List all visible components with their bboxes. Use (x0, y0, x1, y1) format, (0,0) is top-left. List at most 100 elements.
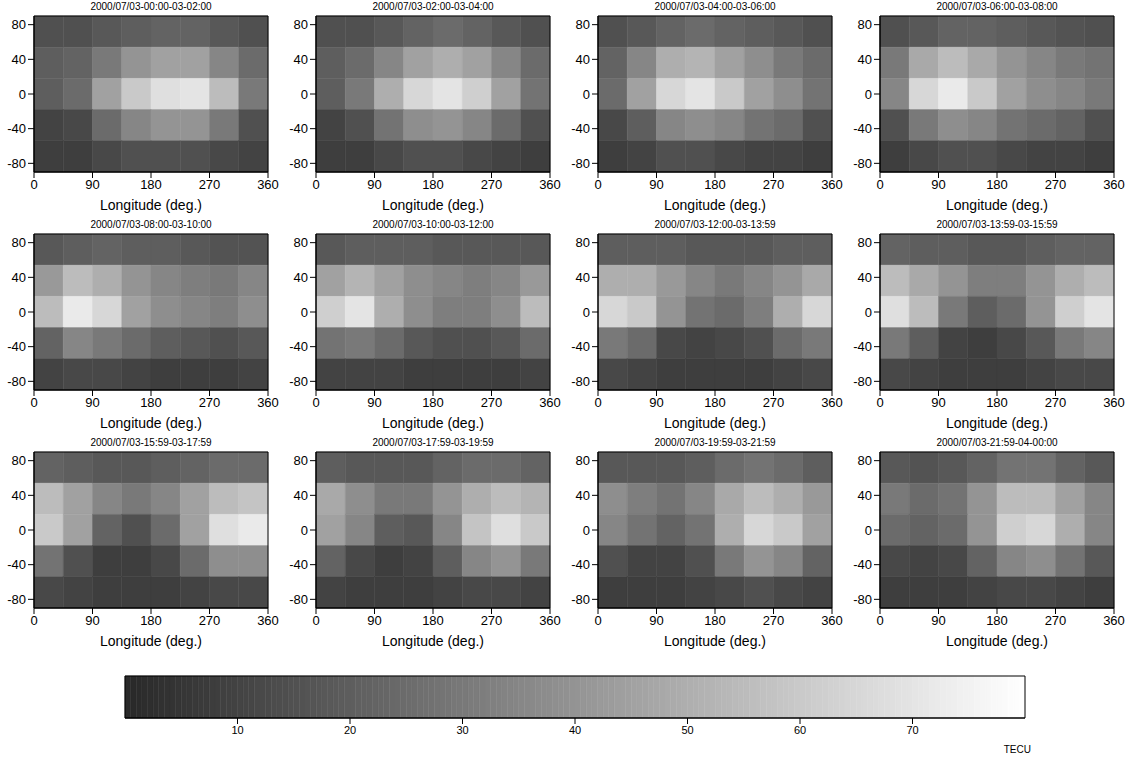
svg-text:360: 360 (821, 177, 843, 192)
svg-text:0: 0 (30, 395, 37, 410)
svg-text:0: 0 (19, 305, 26, 320)
svg-text:40: 40 (858, 270, 872, 285)
svg-text:-40: -40 (853, 121, 872, 136)
svg-text:90: 90 (931, 613, 945, 628)
svg-text:Longitude (deg.): Longitude (deg.) (664, 633, 766, 649)
svg-text:360: 360 (821, 395, 843, 410)
svg-text:360: 360 (1103, 395, 1125, 410)
svg-text:360: 360 (1103, 613, 1125, 628)
svg-text:180: 180 (422, 395, 444, 410)
svg-text:180: 180 (986, 177, 1008, 192)
svg-text:180: 180 (140, 395, 162, 410)
svg-text:90: 90 (931, 395, 945, 410)
svg-text:0: 0 (594, 177, 601, 192)
svg-text:Longitude (deg.): Longitude (deg.) (664, 197, 766, 213)
svg-text:90: 90 (649, 177, 663, 192)
svg-text:-80: -80 (853, 374, 872, 389)
svg-text:90: 90 (649, 395, 663, 410)
svg-text:0: 0 (19, 87, 26, 102)
svg-text:180: 180 (704, 177, 726, 192)
svg-text:Longitude (deg.): Longitude (deg.) (382, 415, 484, 431)
svg-text:80: 80 (12, 235, 26, 250)
svg-text:50: 50 (681, 724, 693, 736)
svg-text:0: 0 (594, 395, 601, 410)
svg-text:-40: -40 (571, 121, 590, 136)
svg-text:0: 0 (876, 613, 883, 628)
svg-text:0: 0 (865, 87, 872, 102)
svg-text:360: 360 (539, 395, 561, 410)
svg-text:80: 80 (576, 453, 590, 468)
svg-text:180: 180 (704, 613, 726, 628)
svg-text:180: 180 (422, 177, 444, 192)
svg-text:-80: -80 (7, 374, 26, 389)
svg-text:0: 0 (312, 395, 319, 410)
svg-text:0: 0 (583, 523, 590, 538)
svg-text:0: 0 (583, 305, 590, 320)
svg-text:80: 80 (294, 453, 308, 468)
svg-text:270: 270 (199, 613, 221, 628)
svg-text:60: 60 (794, 724, 806, 736)
svg-text:0: 0 (312, 613, 319, 628)
svg-text:0: 0 (594, 613, 601, 628)
svg-text:40: 40 (858, 488, 872, 503)
svg-text:180: 180 (140, 177, 162, 192)
svg-text:0: 0 (301, 305, 308, 320)
svg-text:40: 40 (12, 52, 26, 67)
svg-text:270: 270 (481, 395, 503, 410)
svg-text:270: 270 (1045, 395, 1067, 410)
svg-text:270: 270 (763, 395, 785, 410)
svg-text:80: 80 (576, 235, 590, 250)
svg-text:Longitude (deg.): Longitude (deg.) (664, 415, 766, 431)
svg-text:90: 90 (367, 177, 381, 192)
svg-text:360: 360 (257, 613, 279, 628)
svg-text:90: 90 (649, 613, 663, 628)
svg-text:180: 180 (704, 395, 726, 410)
svg-text:90: 90 (85, 177, 99, 192)
svg-text:360: 360 (257, 177, 279, 192)
svg-text:0: 0 (301, 87, 308, 102)
svg-text:Longitude (deg.): Longitude (deg.) (946, 197, 1048, 213)
svg-text:80: 80 (12, 453, 26, 468)
svg-text:180: 180 (140, 613, 162, 628)
svg-text:180: 180 (986, 613, 1008, 628)
svg-text:270: 270 (199, 177, 221, 192)
svg-text:270: 270 (1045, 177, 1067, 192)
svg-text:0: 0 (876, 395, 883, 410)
svg-text:0: 0 (19, 523, 26, 538)
svg-text:-80: -80 (7, 156, 26, 171)
svg-text:-40: -40 (571, 339, 590, 354)
svg-text:-40: -40 (7, 557, 26, 572)
svg-text:Longitude (deg.): Longitude (deg.) (100, 633, 202, 649)
svg-text:270: 270 (481, 177, 503, 192)
svg-text:90: 90 (931, 177, 945, 192)
svg-text:0: 0 (30, 177, 37, 192)
svg-text:-40: -40 (7, 121, 26, 136)
svg-text:80: 80 (858, 453, 872, 468)
svg-text:40: 40 (294, 52, 308, 67)
svg-text:-80: -80 (7, 592, 26, 607)
svg-text:360: 360 (539, 613, 561, 628)
svg-text:40: 40 (858, 52, 872, 67)
svg-text:-40: -40 (853, 339, 872, 354)
svg-text:80: 80 (294, 17, 308, 32)
svg-text:90: 90 (367, 613, 381, 628)
svg-text:0: 0 (865, 523, 872, 538)
svg-text:270: 270 (199, 395, 221, 410)
svg-text:Longitude (deg.): Longitude (deg.) (946, 633, 1048, 649)
svg-text:-40: -40 (853, 557, 872, 572)
svg-text:-40: -40 (571, 557, 590, 572)
svg-text:270: 270 (763, 613, 785, 628)
svg-text:-80: -80 (289, 156, 308, 171)
svg-text:-80: -80 (571, 592, 590, 607)
svg-text:40: 40 (12, 488, 26, 503)
svg-text:0: 0 (312, 177, 319, 192)
svg-text:270: 270 (763, 177, 785, 192)
svg-text:40: 40 (569, 724, 581, 736)
svg-text:270: 270 (1045, 613, 1067, 628)
svg-text:360: 360 (257, 395, 279, 410)
svg-text:Longitude (deg.): Longitude (deg.) (382, 197, 484, 213)
svg-text:40: 40 (294, 270, 308, 285)
svg-text:-80: -80 (289, 592, 308, 607)
svg-text:80: 80 (12, 17, 26, 32)
svg-text:-80: -80 (853, 156, 872, 171)
